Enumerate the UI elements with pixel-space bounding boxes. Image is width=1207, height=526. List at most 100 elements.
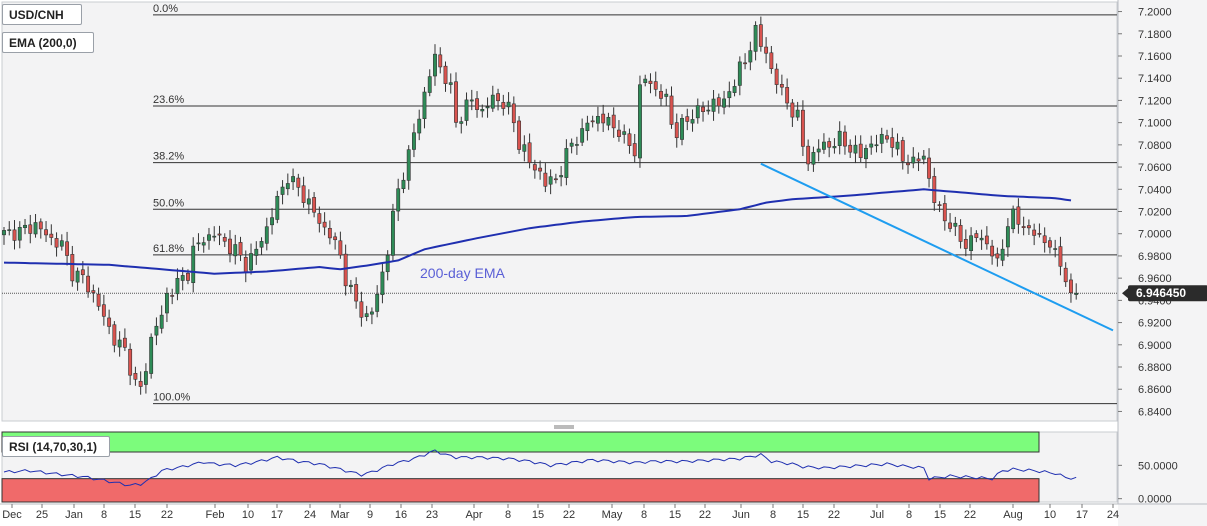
x-tick-label: 8 [101,509,107,521]
candle-body [574,144,579,146]
candle-body [75,270,80,283]
candle [28,214,33,244]
legend-pair[interactable]: USD/CNH [2,4,82,25]
candle [469,89,474,111]
y-tick-label: 7.1000 [1138,118,1172,130]
candle [800,100,805,157]
candle [543,163,548,193]
rsi-tick-label: 50.0000 [1138,460,1178,472]
candle-body [228,238,232,254]
candle-body [217,233,222,236]
candle-body [1011,208,1016,230]
price-axis: 7.2000 7.1800 7.1600 7.1400 7.1200 7.1000 7.08… [1118,7,1207,418]
candle [974,230,979,243]
candle [811,146,816,172]
y-tick-label: 7.1800 [1138,29,1172,41]
candle [191,237,196,293]
candle [170,288,175,305]
candle [422,87,427,129]
candle-body [864,148,868,160]
candle-body [417,118,422,134]
candle-body [80,269,85,276]
candle [895,133,900,156]
candle [1053,239,1058,258]
candle [984,226,989,250]
candle [91,284,96,303]
candle-body [979,237,984,241]
candle-body [680,118,684,140]
candle [522,135,527,162]
candle-body [1021,226,1026,228]
candle-body [1042,235,1047,244]
candle [837,121,842,155]
candle-body [601,113,606,124]
candle-body [837,130,842,146]
candle-body [622,131,627,135]
candle-body [1016,206,1021,225]
candle-body [543,172,548,187]
last-price-tag-bg [1128,285,1207,302]
candle [1058,236,1063,276]
legend-rsi[interactable]: RSI (14,70,30,1) [2,436,110,457]
x-tick-label: 16 [395,509,407,521]
candle [285,173,290,196]
candle [995,247,1000,267]
candle-body [201,242,206,246]
candle [1042,227,1047,253]
candle [96,287,101,311]
candle [963,229,968,257]
candle [238,236,243,262]
candle [669,86,674,129]
x-tick-label: Apr [465,509,482,521]
candle [217,225,222,246]
candle [249,243,253,275]
candle [690,109,695,132]
candle-body [165,292,169,314]
candle-body [59,240,64,247]
candle-body [748,50,753,63]
candle-body [900,140,905,162]
candle [175,268,180,301]
y-tick-label: 6.9800 [1138,251,1172,263]
candle-body [611,114,616,129]
candle [338,231,343,259]
candle [790,99,795,127]
candle-body [716,97,721,107]
x-tick-label: 24 [304,509,316,521]
candle-body [280,186,285,195]
candle-body [911,156,916,164]
x-tick-label: 22 [563,509,575,521]
candle [201,236,206,253]
candle-body [800,109,805,147]
candle-body [958,225,963,242]
candle-body [233,244,238,257]
candle [722,90,726,115]
candle-body [538,167,543,172]
candle-body [275,195,280,220]
candle-body [33,222,38,235]
candle [143,363,148,394]
candle-body [722,98,726,108]
y-tick-label: 7.0800 [1138,140,1172,152]
candle [75,267,80,291]
candle-body [690,119,695,124]
candle [317,206,322,233]
candle [107,309,112,335]
legend-ema[interactable]: EMA (200,0) [2,32,94,53]
candle-body [1005,226,1010,248]
candle-body [459,121,464,124]
candle [921,150,926,165]
candle [553,173,558,184]
candle [49,224,54,246]
candle-body [496,93,500,102]
candle-body [385,254,390,273]
candle-body [475,98,479,110]
x-tick-label: 15 [669,509,681,521]
candle-body [86,275,91,293]
x-tick-label: Feb [206,509,225,521]
candle-body [1037,233,1042,235]
candle-body [401,179,406,189]
candle [695,98,700,124]
candle-body [285,183,290,190]
